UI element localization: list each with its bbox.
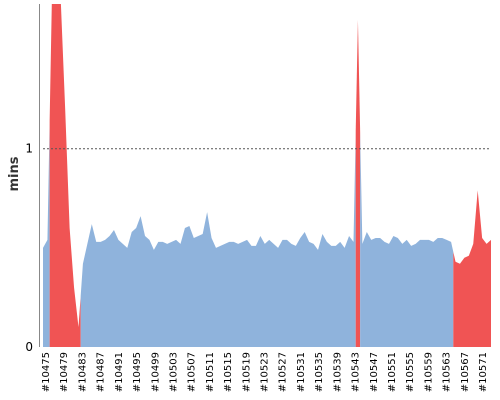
x-tick-label: #10483 [77, 352, 88, 392]
x-tick-label: #10491 [114, 352, 125, 392]
x-tick-label: #10547 [369, 352, 380, 392]
x-tick-label: #10487 [96, 352, 107, 392]
failed-build-area [453, 190, 491, 347]
y-tick-label: 1 [25, 142, 33, 156]
x-tick-label: #10555 [405, 352, 416, 392]
x-tick-label: #10511 [205, 352, 216, 392]
plot-area [43, 4, 491, 347]
y-tick-label: 0 [25, 340, 33, 354]
x-tick-label: #10499 [150, 352, 161, 392]
x-tick-label: #10539 [332, 352, 343, 392]
x-tick-label: #10515 [223, 352, 234, 392]
x-tick-label: #10475 [41, 352, 52, 392]
x-tick-label: #10567 [460, 352, 471, 392]
x-tick-label: #10503 [168, 352, 179, 392]
failed-build-area [355, 19, 361, 347]
x-tick-label: #10551 [387, 352, 398, 392]
x-tick-label: #10535 [314, 352, 325, 392]
build-time-area [80, 130, 356, 347]
x-tick-label: #10527 [278, 352, 289, 392]
x-tick-label: #10523 [260, 352, 271, 392]
y-axis-ticks: 01 [25, 142, 33, 354]
x-tick-label: #10543 [351, 352, 362, 392]
x-tick-label: #10531 [296, 352, 307, 392]
failed-build-area [49, 4, 81, 347]
x-tick-label: #10559 [423, 352, 434, 392]
x-tick-label: #10507 [187, 352, 198, 392]
x-tick-label: #10519 [241, 352, 252, 392]
x-tick-label: #10479 [59, 352, 70, 392]
build-time-area [43, 119, 50, 347]
x-axis-ticks: #10475 #10479 #10483 #10487 #10491 #10495 #104… [41, 352, 489, 392]
x-tick-label: #10563 [442, 352, 453, 392]
y-axis-title: mins [7, 156, 22, 191]
x-tick-label: #10571 [478, 352, 489, 392]
x-tick-label: #10495 [132, 352, 143, 392]
build-time-area [360, 131, 454, 347]
